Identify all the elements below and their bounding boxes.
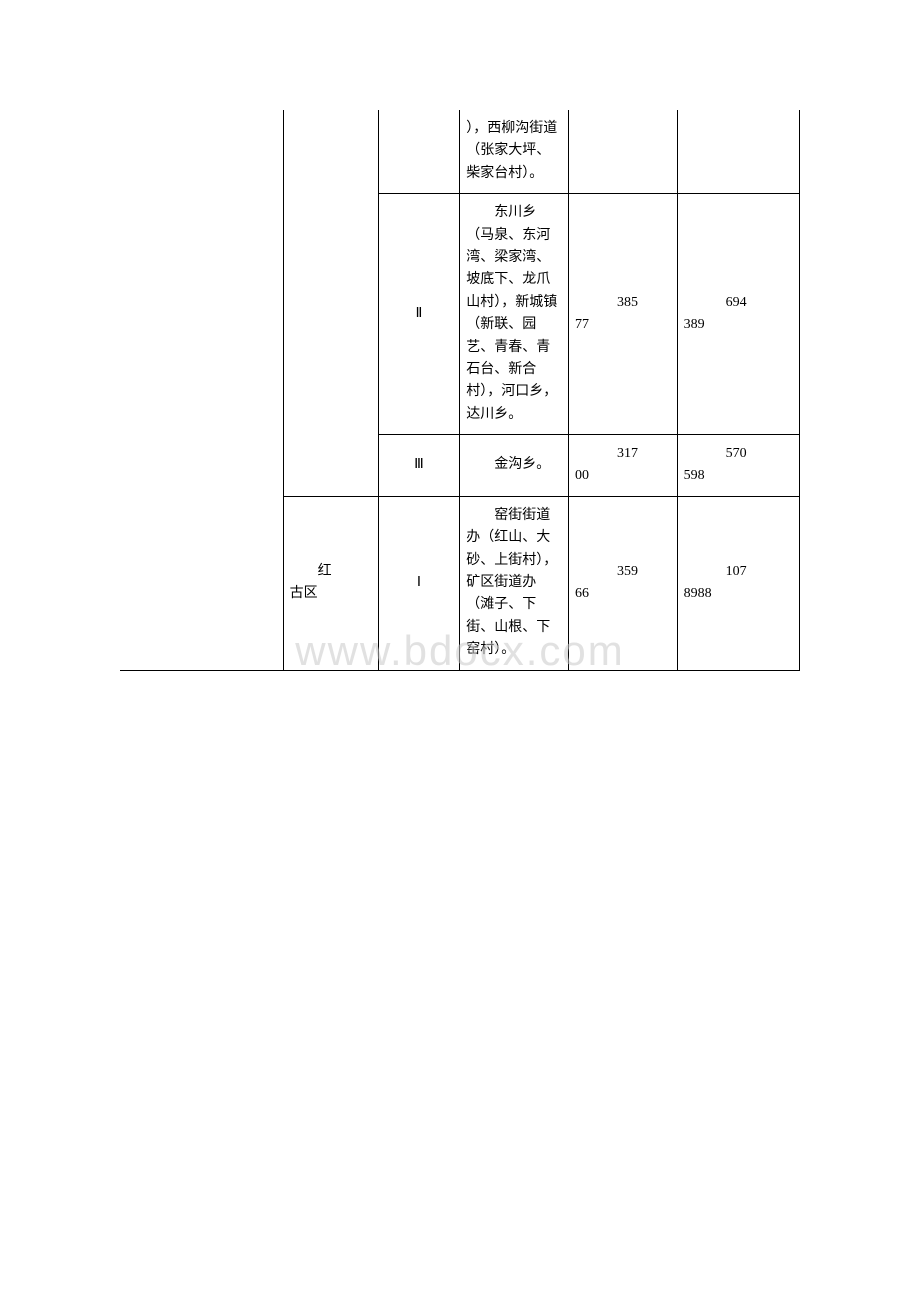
level-text: Ⅲ <box>414 457 424 472</box>
value1-part2: 66 <box>575 583 671 605</box>
cell-value2: 107 8988 <box>677 496 799 670</box>
description-text: ），西柳沟街道（张家大坪、柴家台村）。 <box>466 121 557 181</box>
cell-district <box>283 110 378 496</box>
cell-value2: 694 389 <box>677 194 799 435</box>
value2-part2: 8988 <box>684 583 793 605</box>
cell-value1: 317 00 <box>568 435 677 497</box>
description-indent: 金 <box>466 454 508 476</box>
cell-value2: 570 598 <box>677 435 799 497</box>
value2-part1: 107 <box>684 561 747 583</box>
cell-level <box>378 110 460 194</box>
description-indent: 东 <box>466 202 508 224</box>
level-text: Ⅱ <box>416 306 423 321</box>
cell-level: Ⅰ <box>378 496 460 670</box>
value1-part1: 359 <box>575 561 638 583</box>
description-text: 沟乡。 <box>508 457 550 472</box>
cell-district: 红 古区 <box>283 496 378 670</box>
cell-description: ），西柳沟街道（张家大坪、柴家台村）。 <box>460 110 569 194</box>
cell-region <box>120 110 283 496</box>
description-indent: 窑 <box>466 505 508 527</box>
table-row: 红 古区 Ⅰ 窑街街道办（红山、大砂、上街村），矿区街道办（滩子、下街、山根、下… <box>120 496 800 670</box>
cell-level: Ⅱ <box>378 194 460 435</box>
value1-part2: 00 <box>575 465 671 487</box>
description-text: 街街道办（红山、大砂、上街村），矿区街道办（滩子、下街、山根、下窑村）。 <box>466 508 557 657</box>
value2-part2: 598 <box>684 465 793 487</box>
cell-value1 <box>568 110 677 194</box>
value1-part1: 317 <box>575 443 638 465</box>
cell-region <box>120 496 283 670</box>
cell-value1: 385 77 <box>568 194 677 435</box>
value1-part1: 385 <box>575 292 638 314</box>
data-table: ），西柳沟街道（张家大坪、柴家台村）。 Ⅱ 东川乡（马泉、东河湾、梁家湾、坡底下… <box>120 110 800 671</box>
cell-value1: 359 66 <box>568 496 677 670</box>
cell-description: 窑街街道办（红山、大砂、上街村），矿区街道办（滩子、下街、山根、下窑村）。 <box>460 496 569 670</box>
table-row: ），西柳沟街道（张家大坪、柴家台村）。 <box>120 110 800 194</box>
cell-description: 东川乡（马泉、东河湾、梁家湾、坡底下、龙爪山村），新城镇（新联、园艺、青春、青石… <box>460 194 569 435</box>
description-text: 川乡（马泉、东河湾、梁家湾、坡底下、龙爪山村），新城镇（新联、园艺、青春、青石台… <box>466 205 557 422</box>
value1-part2: 77 <box>575 314 671 336</box>
value2-part1: 570 <box>684 443 747 465</box>
district-text: 古区 <box>290 586 318 601</box>
level-text: Ⅰ <box>417 575 421 590</box>
cell-level: Ⅲ <box>378 435 460 497</box>
cell-description: 金沟乡。 <box>460 435 569 497</box>
district-indent: 红 <box>290 561 332 583</box>
cell-value2 <box>677 110 799 194</box>
value2-part2: 389 <box>684 314 793 336</box>
value2-part1: 694 <box>684 292 747 314</box>
